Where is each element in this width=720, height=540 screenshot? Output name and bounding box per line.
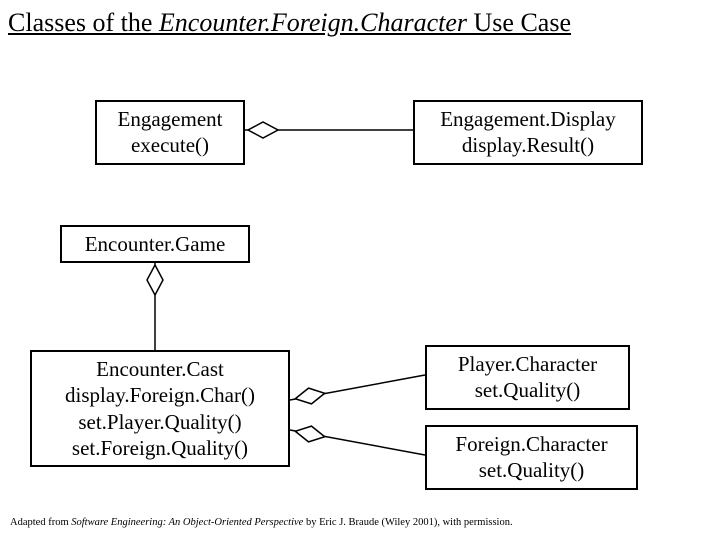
page-title: Classes of the Encounter.Foreign.Charact… <box>8 8 571 38</box>
class-method: set.Quality() <box>435 457 628 483</box>
attr-italic: Software Engineering: An Object-Oriented… <box>71 517 303 528</box>
class-name: Foreign.Character <box>435 431 628 457</box>
class-method: set.Quality() <box>435 377 620 403</box>
class-name: Player.Character <box>435 351 620 377</box>
class-method: set.Player.Quality() <box>40 409 280 435</box>
box-encounter-game: Encounter.Game <box>60 225 250 263</box>
class-name: Engagement.Display <box>423 106 633 132</box>
box-encounter-cast: Encounter.Cast display.Foreign.Char() se… <box>30 350 290 467</box>
class-name: Encounter.Game <box>70 231 240 257</box>
class-method: display.Result() <box>423 132 633 158</box>
class-method: set.Foreign.Quality() <box>40 435 280 461</box>
box-engagement-display: Engagement.Display display.Result() <box>413 100 643 165</box>
class-method: execute() <box>105 132 235 158</box>
box-engagement: Engagement execute() <box>95 100 245 165</box>
class-method: display.Foreign.Char() <box>40 382 280 408</box>
title-italic: Encounter.Foreign.Character <box>159 8 467 37</box>
class-name: Engagement <box>105 106 235 132</box>
box-foreign-character: Foreign.Character set.Quality() <box>425 425 638 490</box>
attr-post: by Eric J. Braude (Wiley 2001), with per… <box>303 517 512 528</box>
attribution: Adapted from Software Engineering: An Ob… <box>10 517 513 528</box>
title-pre: Classes of the <box>8 8 159 37</box>
attr-pre: Adapted from <box>10 517 71 528</box>
box-player-character: Player.Character set.Quality() <box>425 345 630 410</box>
class-name: Encounter.Cast <box>40 356 280 382</box>
title-post: Use Case <box>467 8 571 37</box>
